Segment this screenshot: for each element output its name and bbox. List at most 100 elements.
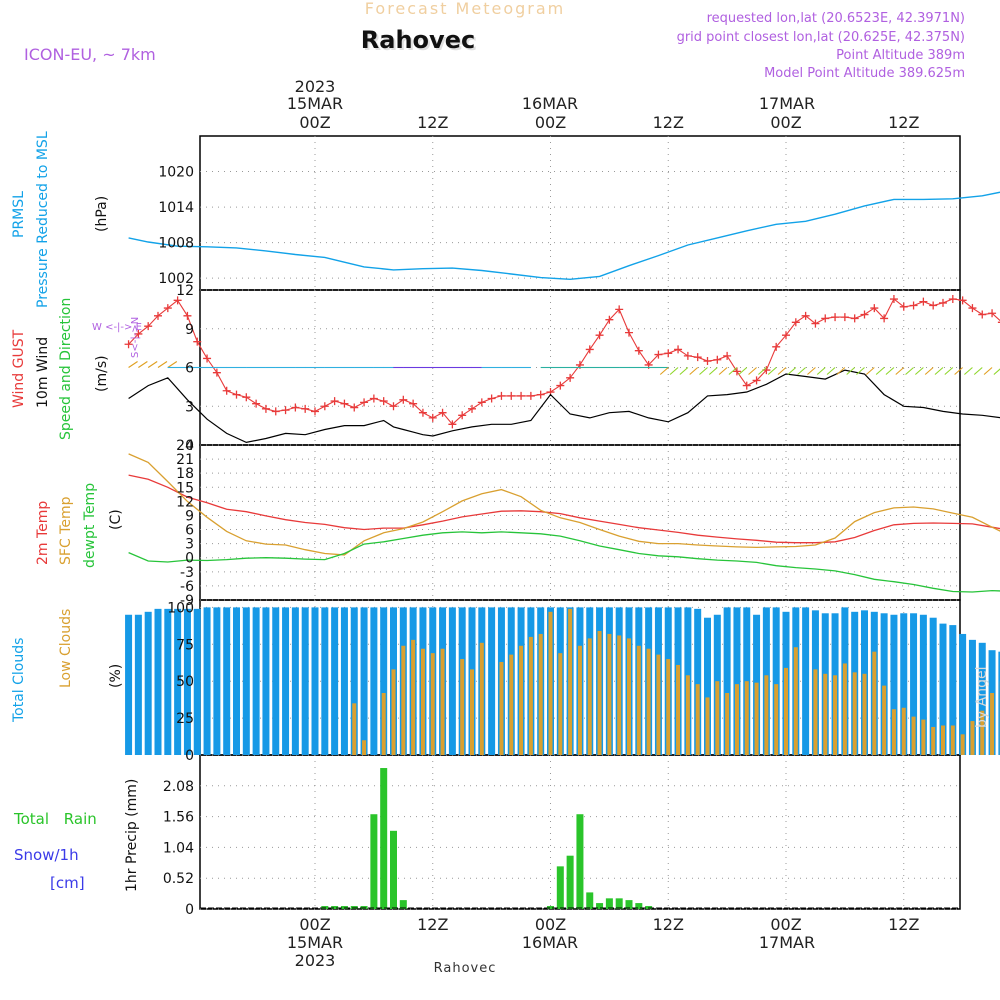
gust-marker [870, 304, 879, 313]
wind-direction-arrow [718, 367, 728, 375]
bottom-hour-label: 12Z [417, 915, 448, 934]
wind-direction-arrow [836, 367, 846, 375]
credit-watermark: by Angel [974, 667, 990, 728]
gust-marker [723, 351, 732, 360]
label-1hr-precip: 1hr Precip (mm) [124, 779, 140, 892]
low-cloud-bar [862, 673, 867, 755]
gridpoint-coords: grid point closest lon,lat (20.625E, 42.… [677, 30, 965, 45]
wind-direction-arrow [954, 367, 963, 375]
wind-direction-arrow [924, 367, 934, 375]
gust-marker [428, 413, 437, 422]
gust-marker [683, 351, 692, 360]
y-tick-label: 1020 [158, 165, 194, 181]
point-altitude: Point Altitude 389m [836, 48, 965, 63]
y-tick-label: 0.52 [163, 871, 194, 887]
gust-line [128, 298, 1000, 426]
label-total-rain: Total Rain [13, 810, 97, 828]
gust-marker [163, 304, 172, 313]
gust-marker [212, 368, 221, 377]
low-cloud-bar [577, 645, 582, 755]
gust-marker [477, 398, 486, 407]
low-cloud-bar [911, 716, 916, 755]
y-tick-label: 9 [185, 508, 194, 524]
top-hour-label: 00Z [299, 113, 330, 132]
total-cloud-bar [910, 613, 918, 755]
low-cloud-bar [754, 682, 759, 755]
wind-direction-arrow [875, 367, 885, 375]
gust-marker [458, 411, 467, 420]
wind-direction-arrow [679, 367, 689, 375]
total-cloud-bar [360, 607, 368, 755]
gust-marker [154, 311, 162, 320]
gust-marker [252, 399, 261, 408]
compass-we: W <-|-> E [92, 322, 142, 333]
precip-bar [596, 903, 604, 909]
gust-marker [634, 346, 643, 355]
gust-marker [134, 329, 143, 338]
low-cloud-bar [882, 685, 887, 755]
gust-marker [517, 391, 526, 400]
gust-marker [183, 311, 192, 320]
low-cloud-bar [833, 675, 838, 755]
gust-marker [958, 296, 967, 305]
y-tick-label: 1008 [158, 236, 194, 252]
total-cloud-bar [154, 608, 162, 755]
low-cloud-bar [538, 633, 543, 755]
footer-location: Rahovec [434, 961, 497, 976]
gust-marker [831, 313, 840, 322]
location-title-front: Rahovec [361, 26, 475, 54]
wind-direction-arrow [993, 368, 1000, 375]
temp-2m-line [128, 474, 1000, 544]
gust-marker [840, 313, 849, 322]
gust-marker [360, 398, 369, 407]
compass-ns: S<-|->N [130, 317, 141, 358]
total-cloud-bar [223, 607, 231, 755]
low-cloud-bar [479, 642, 484, 755]
low-cloud-bar [941, 725, 945, 755]
total-cloud-bar [183, 608, 191, 755]
y-tick-label: 1.56 [163, 810, 194, 826]
total-cloud-bar [694, 608, 702, 755]
banner-title: Forecast Meteogram [365, 0, 565, 18]
top-year: 2023 [295, 77, 336, 96]
low-cloud-bar [872, 651, 877, 755]
total-cloud-bar [272, 607, 280, 755]
precip-bar [566, 855, 574, 909]
gust-marker [595, 331, 604, 340]
gust-marker [919, 297, 928, 306]
gust-marker [418, 408, 427, 417]
gust-marker [389, 402, 398, 411]
bottom-hour-label: 00Z [535, 915, 566, 934]
bottom-year: 2023 [295, 951, 336, 970]
precip-bar [399, 900, 407, 909]
low-cloud-bar [774, 684, 779, 755]
gust-marker [301, 404, 310, 413]
low-cloud-bar [695, 684, 700, 755]
gust-marker [271, 407, 280, 416]
top-day-2: 16MAR [522, 94, 578, 113]
label-speed-direction: Speed and Direction [58, 298, 74, 440]
precip-bar [605, 898, 613, 909]
total-cloud-bar [340, 607, 348, 755]
y-tick-label: 6 [185, 523, 194, 539]
precip-bar [576, 814, 584, 909]
gust-marker [997, 321, 1000, 323]
low-cloud-bar [921, 719, 926, 755]
label-sfc-temp: SFC Temp [58, 496, 74, 565]
wind-direction-arrow [865, 367, 875, 375]
low-cloud-bar [548, 611, 553, 755]
gust-marker [988, 309, 997, 318]
label-10m-wind: 10m Wind [35, 337, 51, 408]
wind-direction-arrow [669, 367, 679, 375]
gust-marker [713, 355, 722, 364]
total-cloud-bar [233, 607, 240, 755]
gust-marker [821, 314, 830, 323]
wind-direction-arrow [895, 367, 905, 375]
bottom-day-3: 17MAR [759, 933, 815, 952]
gust-marker [340, 399, 349, 408]
y-tick-label: 0 [185, 902, 194, 918]
precip-bar [547, 906, 554, 909]
gust-marker [222, 386, 231, 395]
label-2m-temp: 2m Temp [35, 501, 51, 565]
